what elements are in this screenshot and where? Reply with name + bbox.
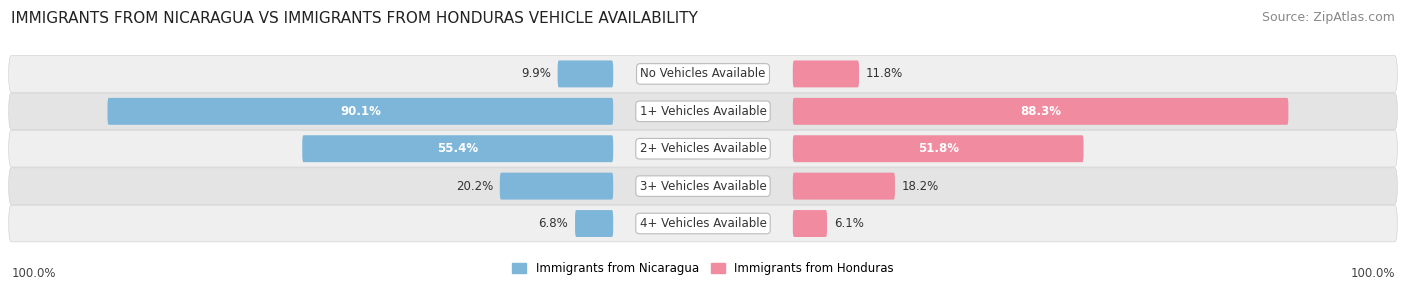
Text: 6.8%: 6.8% [538,217,568,230]
FancyBboxPatch shape [107,98,613,125]
Legend: Immigrants from Nicaragua, Immigrants from Honduras: Immigrants from Nicaragua, Immigrants fr… [508,258,898,280]
Text: Source: ZipAtlas.com: Source: ZipAtlas.com [1261,11,1395,24]
Text: 100.0%: 100.0% [1350,267,1395,280]
Text: 1+ Vehicles Available: 1+ Vehicles Available [640,105,766,118]
FancyBboxPatch shape [793,98,1288,125]
Text: No Vehicles Available: No Vehicles Available [640,67,766,80]
FancyBboxPatch shape [8,205,1398,242]
Text: 2+ Vehicles Available: 2+ Vehicles Available [640,142,766,155]
Text: 9.9%: 9.9% [522,67,551,80]
Text: 6.1%: 6.1% [834,217,863,230]
FancyBboxPatch shape [793,210,827,237]
FancyBboxPatch shape [793,135,1084,162]
Text: 51.8%: 51.8% [918,142,959,155]
FancyBboxPatch shape [558,60,613,88]
Text: 18.2%: 18.2% [901,180,939,192]
Text: 100.0%: 100.0% [11,267,56,280]
FancyBboxPatch shape [575,210,613,237]
Text: 4+ Vehicles Available: 4+ Vehicles Available [640,217,766,230]
FancyBboxPatch shape [8,55,1398,92]
FancyBboxPatch shape [8,93,1398,130]
FancyBboxPatch shape [302,135,613,162]
FancyBboxPatch shape [793,60,859,88]
Text: 11.8%: 11.8% [866,67,903,80]
Text: 88.3%: 88.3% [1021,105,1062,118]
FancyBboxPatch shape [793,173,896,200]
Text: 20.2%: 20.2% [456,180,494,192]
Text: 90.1%: 90.1% [340,105,381,118]
Text: 55.4%: 55.4% [437,142,478,155]
FancyBboxPatch shape [8,130,1398,167]
FancyBboxPatch shape [8,168,1398,204]
FancyBboxPatch shape [499,173,613,200]
Text: 3+ Vehicles Available: 3+ Vehicles Available [640,180,766,192]
Text: IMMIGRANTS FROM NICARAGUA VS IMMIGRANTS FROM HONDURAS VEHICLE AVAILABILITY: IMMIGRANTS FROM NICARAGUA VS IMMIGRANTS … [11,11,699,26]
